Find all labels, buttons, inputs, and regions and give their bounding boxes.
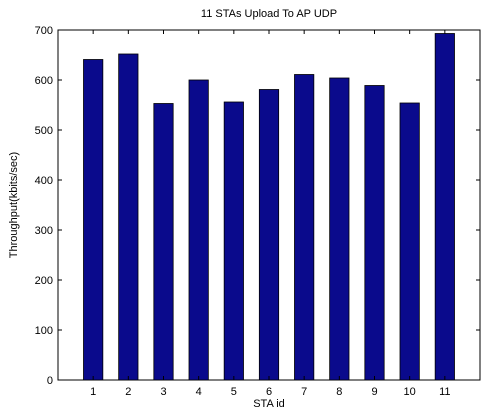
bar-sta-10 — [399, 102, 420, 381]
x-ticks-group: 1 2 3 4 5 6 7 8 9 10 11 — [90, 30, 451, 398]
bar-sta-11 — [434, 33, 455, 381]
x-tick-label: 2 — [125, 386, 131, 398]
y-tick-label: 700 — [35, 25, 53, 37]
x-tick-label: 11 — [439, 386, 450, 398]
y-tick-label: 500 — [35, 125, 53, 137]
x-tick-label: 5 — [231, 386, 237, 398]
bar-sta-5 — [223, 101, 244, 381]
y-tick-label: 600 — [35, 75, 53, 87]
bar-sta-8 — [329, 77, 350, 381]
bar-sta-1 — [83, 59, 104, 381]
x-tick-label: 6 — [266, 386, 272, 398]
y-tick-label: 300 — [35, 225, 53, 237]
bars-group — [83, 33, 455, 381]
y-tick-label: 0 — [47, 375, 53, 387]
y-tick-label: 400 — [35, 175, 53, 187]
bar-sta-4 — [188, 79, 209, 381]
bar-sta-3 — [153, 103, 174, 381]
y-ticks-group: 0 100 200 300 400 500 600 700 — [35, 25, 480, 387]
bar-sta-7 — [294, 74, 315, 381]
x-tick-label: 10 — [404, 386, 416, 398]
x-tick-label: 8 — [336, 386, 342, 398]
x-tick-label: 9 — [371, 386, 377, 398]
x-tick-label: 7 — [301, 386, 307, 398]
x-tick-label: 3 — [160, 386, 166, 398]
bar-sta-2 — [118, 53, 139, 381]
x-tick-label: 4 — [196, 386, 202, 398]
x-tick-label: 1 — [90, 386, 96, 398]
x-axis-label: STA id — [253, 398, 285, 410]
bar-sta-9 — [364, 85, 385, 381]
y-tick-label: 200 — [35, 275, 53, 287]
bar-sta-6 — [258, 89, 280, 381]
y-axis-label: Throughput(kbits/sec) — [8, 152, 20, 258]
chart-title: 11 STAs Upload To AP UDP — [201, 8, 337, 20]
y-tick-label: 100 — [35, 325, 53, 337]
